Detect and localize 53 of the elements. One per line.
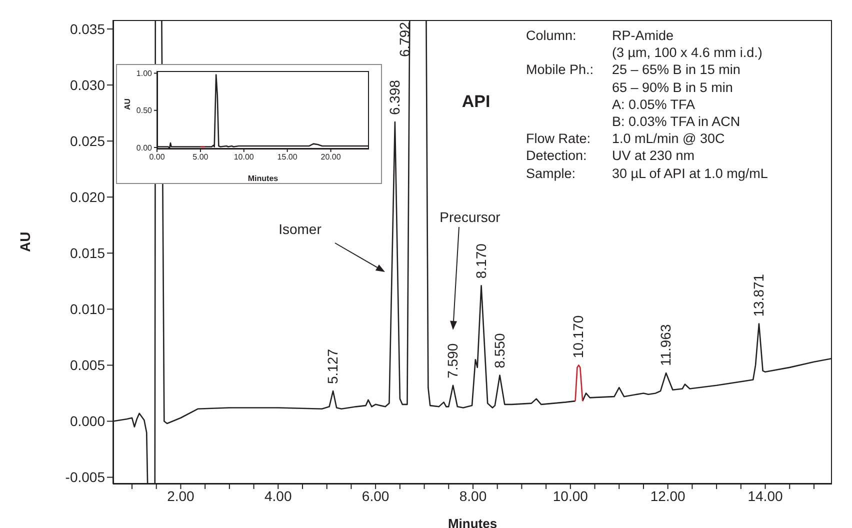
x-tick-label: 20.00 [320,152,342,162]
x-tick-label: 5.00 [192,152,209,162]
annotation: B: 0.03% TFA in ACN [612,113,740,130]
x-tick-label: 12.00 [650,488,686,504]
x-tick-label: 14.00 [748,488,783,504]
x-tick-label: 6.00 [362,488,390,504]
x-tick-label: 10.00 [552,488,588,504]
annotation: 8.550 [491,333,508,368]
y-tick-label: 0.025 [70,133,106,150]
annotation: UV at 230 nm [612,147,695,165]
annotation: Precursor [440,209,501,225]
y-tick-label: 0.010 [70,301,106,318]
y-tick-label: 0.015 [70,245,106,262]
y-tick-label: 0.00 [136,143,153,152]
y-tick-label: -0.005 [65,469,106,486]
annotation: 8.170 [472,243,489,279]
annotation: Column: [526,27,578,44]
annotation: (3 µm, 100 x 4.6 mm i.d.) [612,44,762,62]
annotation: 11.963 [658,324,674,366]
y-tick-label: 0.030 [70,76,106,93]
x-tick-label: 4.00 [264,488,292,504]
x-tick-label: 15.00 [277,152,298,162]
y-tick-label: 1.00 [136,69,153,78]
annotation: 1.0 mL/min @ 30C [612,130,725,148]
annotation: 30 µL of API at 1.0 mg/mL [612,164,768,182]
y-tick-label: 0.50 [136,106,153,116]
x-axis-title: Minutes [448,516,498,528]
y-axis-title: AU [122,98,132,110]
annotation: Sample: [526,164,577,182]
x-tick-label: 2.00 [167,488,195,504]
annotation: Detection: [526,147,588,165]
annotation: 6.398 [386,80,402,115]
annotation: API [460,92,492,112]
x-tick-label: 0.00 [149,152,166,162]
annotation: 25 – 65% B in 15 min [612,61,740,79]
x-tick-label: 10.00 [234,152,254,162]
annotation: Isomer [278,221,322,237]
y-tick-label: 0.035 [70,20,106,37]
x-tick-label: 8.00 [459,488,487,504]
annotation: A: 0.05% TFA [612,96,696,114]
y-tick-label: 0.005 [70,357,106,374]
y-tick-label: 0.000 [70,413,106,430]
annotation: Mobile Ph.: [526,61,595,79]
annotation: 7.590 [444,343,461,378]
annotation: RP-Amide [612,27,674,44]
annotation: 5.127 [324,348,341,384]
y-axis-title: AU [16,232,33,252]
annotation: 13.871 [750,274,766,317]
annotation: Flow Rate: [526,130,592,148]
x-axis-title: Minutes [248,174,279,183]
y-tick-label: 0.020 [70,189,106,206]
annotation: 65 – 90% B in 5 min [612,78,733,96]
annotation: 10.170 [570,315,586,358]
